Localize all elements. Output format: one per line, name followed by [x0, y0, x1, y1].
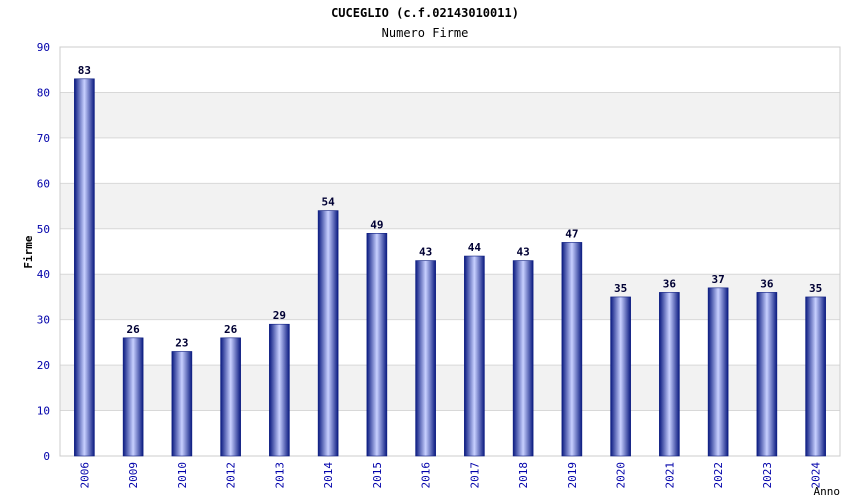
- x-tick-label: 2014: [322, 462, 335, 489]
- data-label: 26: [127, 323, 141, 336]
- bar-2023: [756, 292, 778, 457]
- data-label: 54: [322, 196, 336, 209]
- data-label: 83: [78, 64, 91, 77]
- bar-2016: [415, 260, 436, 457]
- chart-title: CUCEGLIO (c.f.02143010011): [331, 6, 519, 20]
- y-tick-label: 50: [37, 223, 50, 236]
- bar-2006: [74, 78, 95, 457]
- x-tick-label: 2023: [761, 462, 774, 489]
- bar-2009: [122, 337, 144, 457]
- data-label: 43: [419, 246, 432, 259]
- x-tick-label: 2015: [371, 462, 384, 489]
- bar-2024: [805, 296, 826, 457]
- x-tick-label: 2009: [127, 462, 140, 489]
- bar-2020: [610, 296, 631, 457]
- grid-band: [60, 92, 840, 138]
- bar-2017: [464, 255, 485, 457]
- x-tick-label: 2018: [517, 462, 530, 489]
- bar-2015: [366, 233, 388, 457]
- y-tick-label: 10: [37, 405, 50, 418]
- bar-2013: [269, 323, 290, 457]
- data-label: 36: [760, 277, 774, 290]
- data-label: 26: [224, 323, 238, 336]
- bar-2010: [171, 351, 193, 457]
- y-tick-label: 80: [37, 86, 50, 99]
- bar-2014: [317, 210, 339, 457]
- y-tick-label: 90: [37, 41, 50, 54]
- chart-subtitle: Numero Firme: [381, 26, 469, 40]
- x-tick-label: 2016: [420, 462, 433, 489]
- data-label: 23: [175, 336, 188, 349]
- x-tick-label: 2019: [566, 462, 579, 489]
- y-axis-label: Firme: [22, 235, 35, 268]
- x-tick-label: 2021: [663, 462, 676, 489]
- bar-2021: [659, 292, 680, 457]
- data-label: 43: [517, 246, 530, 259]
- grid-band: [60, 183, 840, 229]
- bar-2018: [512, 260, 534, 457]
- data-label: 35: [809, 282, 822, 295]
- data-label: 47: [565, 227, 578, 240]
- data-label: 29: [273, 309, 286, 322]
- bar-2019: [561, 242, 583, 457]
- x-tick-label: 2024: [810, 462, 823, 489]
- x-tick-label: 2020: [615, 462, 628, 489]
- x-tick-label: 2006: [78, 462, 91, 489]
- bar-2022: [707, 287, 729, 457]
- y-tick-label: 20: [37, 359, 50, 372]
- y-tick-label: 60: [37, 177, 50, 190]
- x-tick-label: 2017: [468, 462, 481, 489]
- x-axis-label: Anno: [814, 485, 841, 498]
- x-tick-label: 2010: [176, 462, 189, 489]
- bar-2012: [220, 337, 241, 457]
- y-tick-label: 70: [37, 132, 50, 145]
- data-label: 35: [614, 282, 627, 295]
- y-tick-label: 30: [37, 314, 50, 327]
- x-tick-label: 2012: [225, 462, 238, 489]
- plot-frame: [59, 46, 841, 457]
- data-label: 36: [663, 277, 677, 290]
- data-label: 49: [370, 218, 383, 231]
- x-tick-label: 2013: [273, 462, 286, 489]
- data-label: 37: [712, 273, 725, 286]
- y-tick-label: 40: [37, 268, 50, 281]
- y-tick-label: 0: [43, 450, 50, 463]
- data-label: 44: [468, 241, 482, 254]
- x-tick-label: 2022: [712, 462, 725, 489]
